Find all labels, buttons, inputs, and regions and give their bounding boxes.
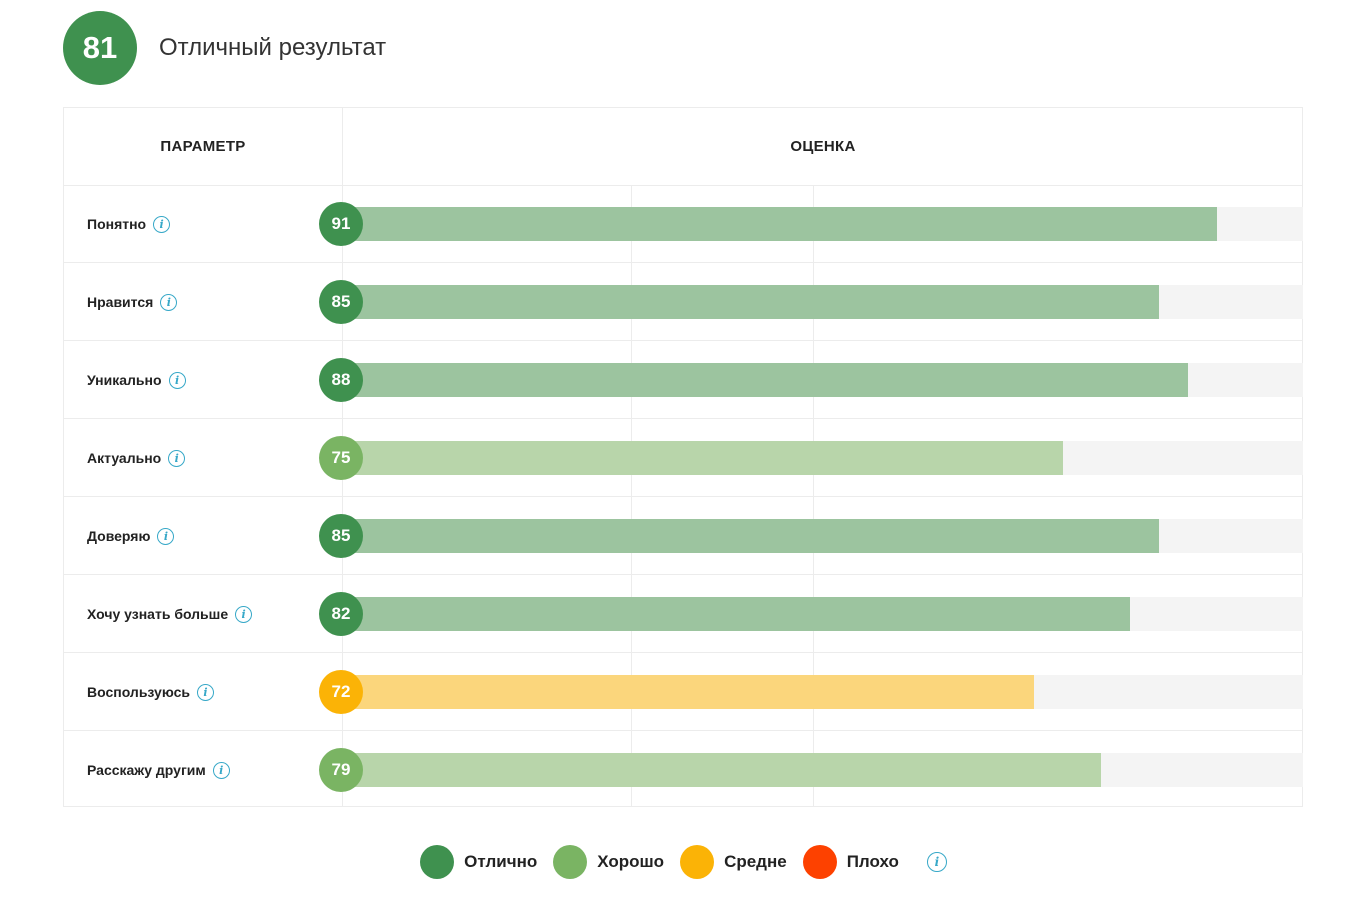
category-label: Доверяю [87, 528, 151, 544]
value-label: 75 [319, 436, 363, 480]
table-row: Актуально i 75 [64, 419, 1303, 497]
legend-dot [802, 845, 837, 879]
legend-dot [553, 845, 588, 879]
category-label: Нравится [87, 294, 154, 310]
gridline [813, 185, 815, 806]
legend-items: Отлично Хорошо Средне Плохо [420, 845, 915, 879]
row-label: Расскажу другим i [87, 731, 230, 809]
bar [343, 363, 1188, 397]
table-row: Расскажу другим i 79 [64, 731, 1303, 809]
value-label: 85 [319, 280, 363, 324]
value-label: 82 [319, 592, 363, 636]
row-label: Доверяю i [87, 497, 175, 575]
category-label: Понятно [87, 216, 147, 232]
results-table: ПАРАМЕТР ОЦЕНКА Понятно i 91 Нравится i 85 Уни… [63, 107, 1303, 807]
table-row: Воспользуюсь i 72 [64, 653, 1303, 731]
category-label: Воспользуюсь [87, 684, 190, 700]
legend: Отлично Хорошо Средне Плохо i [0, 842, 1367, 882]
value-label: 91 [319, 202, 363, 246]
gridline [631, 185, 632, 806]
legend-dot [420, 845, 455, 879]
category-label: Уникально [87, 372, 162, 388]
category-label: Хочу узнать больше [87, 606, 229, 622]
info-icon[interactable]: i [235, 605, 253, 623]
table-row: Хочу узнать больше i 82 [64, 575, 1303, 653]
param-column-header: ПАРАМЕТР [160, 138, 246, 155]
bar [343, 597, 1131, 631]
table-row: Нравится i 85 [64, 263, 1303, 341]
bar [343, 675, 1035, 709]
info-icon[interactable]: i [168, 371, 186, 389]
info-icon[interactable]: i [212, 761, 230, 779]
table-row: Уникально i 88 [64, 341, 1303, 419]
row-label: Хочу узнать больше i [87, 575, 253, 653]
bar [343, 753, 1102, 787]
category-label: Расскажу другим [87, 762, 206, 778]
value-label: 72 [319, 670, 363, 714]
info-icon[interactable]: i [160, 293, 178, 311]
row-label: Актуально i [87, 419, 186, 497]
summary-label: Отличный результат [159, 34, 387, 61]
row-label: Нравится i [87, 263, 178, 341]
summary-score-badge: 81 [63, 11, 137, 85]
info-icon[interactable]: i [196, 683, 214, 701]
row-label: Уникально i [87, 341, 186, 419]
summary: 81 Отличный результат [63, 10, 386, 86]
legend-label: Отлично [464, 852, 538, 871]
table-row: Доверяю i 85 [64, 497, 1303, 575]
bar [343, 519, 1159, 553]
table-row: Понятно i 91 [64, 185, 1303, 263]
bar [343, 207, 1217, 241]
legend-dot [680, 845, 715, 879]
table-header: ПАРАМЕТР ОЦЕНКА [64, 108, 1302, 186]
info-icon[interactable]: i [153, 215, 171, 233]
legend-item: Отлично [420, 845, 537, 879]
legend-item: Средне [680, 845, 787, 879]
row-label: Понятно i [87, 185, 171, 263]
info-icon[interactable]: i [168, 449, 186, 467]
row-label: Воспользуюсь i [87, 653, 214, 731]
legend-label: Плохо [846, 852, 899, 871]
category-label: Актуально [87, 450, 162, 466]
legend-item: Плохо [802, 845, 899, 879]
bar [343, 285, 1159, 319]
legend-info-icon[interactable]: i [926, 852, 947, 872]
legend-item: Хорошо [553, 845, 664, 879]
value-label: 88 [319, 358, 363, 402]
legend-label: Хорошо [597, 852, 665, 871]
legend-label: Средне [724, 852, 787, 871]
info-icon[interactable]: i [157, 527, 175, 545]
value-label: 79 [319, 748, 363, 792]
value-label: 85 [319, 514, 363, 558]
bar [343, 441, 1063, 475]
score-column-header: ОЦЕНКА [790, 138, 856, 155]
